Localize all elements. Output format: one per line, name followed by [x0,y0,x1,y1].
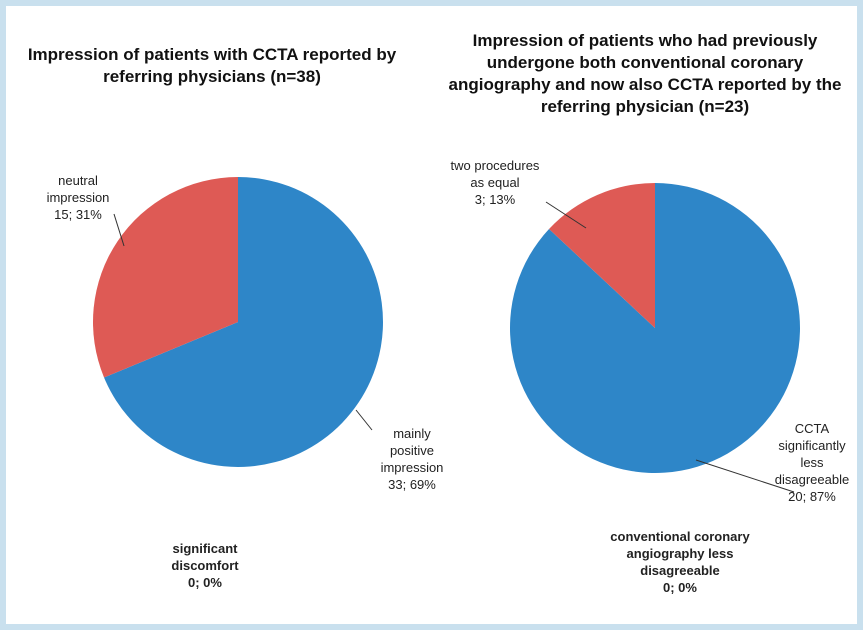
category-label: neutral impression [46,173,110,205]
pie-slice [92,177,238,378]
slice-label: neutral impression 15; 31% [41,172,116,223]
leader-line [355,409,373,431]
category-label: mainly positive impression [380,426,444,475]
slice-label: CCTA significantly less disagreeable 20; … [767,420,857,505]
slice-label: conventional coronary angiography less d… [600,528,760,596]
value-label: 3; 13% [474,192,516,207]
chart-title: Impression of patients who had previousl… [448,31,842,116]
pie-slice [104,177,383,467]
slice-label: two procedures as equal 3; 13% [450,157,540,208]
leader-line [545,201,587,229]
value-label: 0; 0% [188,575,222,590]
slice-label: mainly positive impression 33; 69% [372,425,452,493]
value-label: 0; 0% [663,580,697,595]
value-label: 15; 31% [54,207,102,222]
chart-title: Impression of patients with CCTA reporte… [27,45,397,86]
pie-slice [549,183,655,328]
slice-label: significant discomfort 0; 0% [150,540,260,591]
value-label: 33; 69% [388,477,436,492]
category-label: CCTA significantly less disagreeable [774,421,850,487]
charts [92,177,801,493]
value-label: 20; 87% [788,489,836,504]
category-label: two procedures as equal [450,158,540,190]
leader-line [695,459,795,493]
category-label: conventional coronary angiography less d… [610,529,750,578]
leader-line [113,213,125,247]
pie-slice [510,183,801,473]
category-label: significant discomfort [171,541,239,573]
